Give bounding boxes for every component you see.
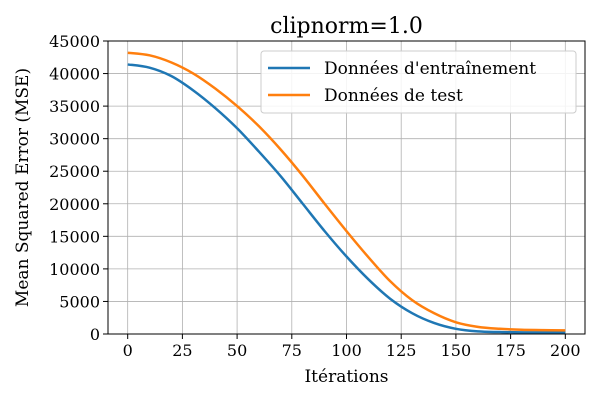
legend: Données d'entraînement Données de test (260, 50, 577, 114)
x-tick-label: 150 (441, 341, 472, 360)
x-tick-label: 75 (282, 341, 302, 360)
x-axis-title: Itérations (304, 367, 388, 387)
y-tick-label: 0 (90, 325, 100, 344)
y-tick-label: 35000 (49, 97, 100, 116)
legend-box (260, 50, 577, 114)
x-tick-label: 125 (386, 341, 417, 360)
y-tick-label: 25000 (49, 162, 100, 181)
y-tick-label: 15000 (49, 227, 100, 246)
series-line-0 (127, 63, 566, 334)
x-tick-label: 50 (227, 341, 247, 360)
x-tick-label: 175 (495, 341, 526, 360)
y-tick-label: 10000 (49, 260, 100, 279)
y-axis-title: Mean Squared Error (MSE) (13, 68, 33, 307)
y-tick-label: 30000 (49, 130, 100, 149)
x-tick-label: 0 (123, 341, 133, 360)
x-tick-label: 200 (550, 341, 581, 360)
legend-label-test: Données de test (324, 86, 463, 106)
legend-label-training: Données d'entraînement (324, 59, 536, 79)
y-tick-label: 40000 (49, 65, 100, 84)
axis-ticks: 0 25 50 75 100 125 150 175 200 0 5000 10000 15000 200… (49, 32, 580, 360)
series-line-1 (127, 51, 566, 332)
chart-title: clipnorm=1.0 (270, 14, 423, 39)
y-tick-label: 5000 (59, 292, 100, 311)
y-tick-label: 20000 (49, 195, 100, 214)
y-tick-label: 45000 (49, 32, 100, 51)
series-lines (127, 51, 566, 334)
x-tick-label: 25 (172, 341, 192, 360)
x-tick-label: 100 (331, 341, 362, 360)
